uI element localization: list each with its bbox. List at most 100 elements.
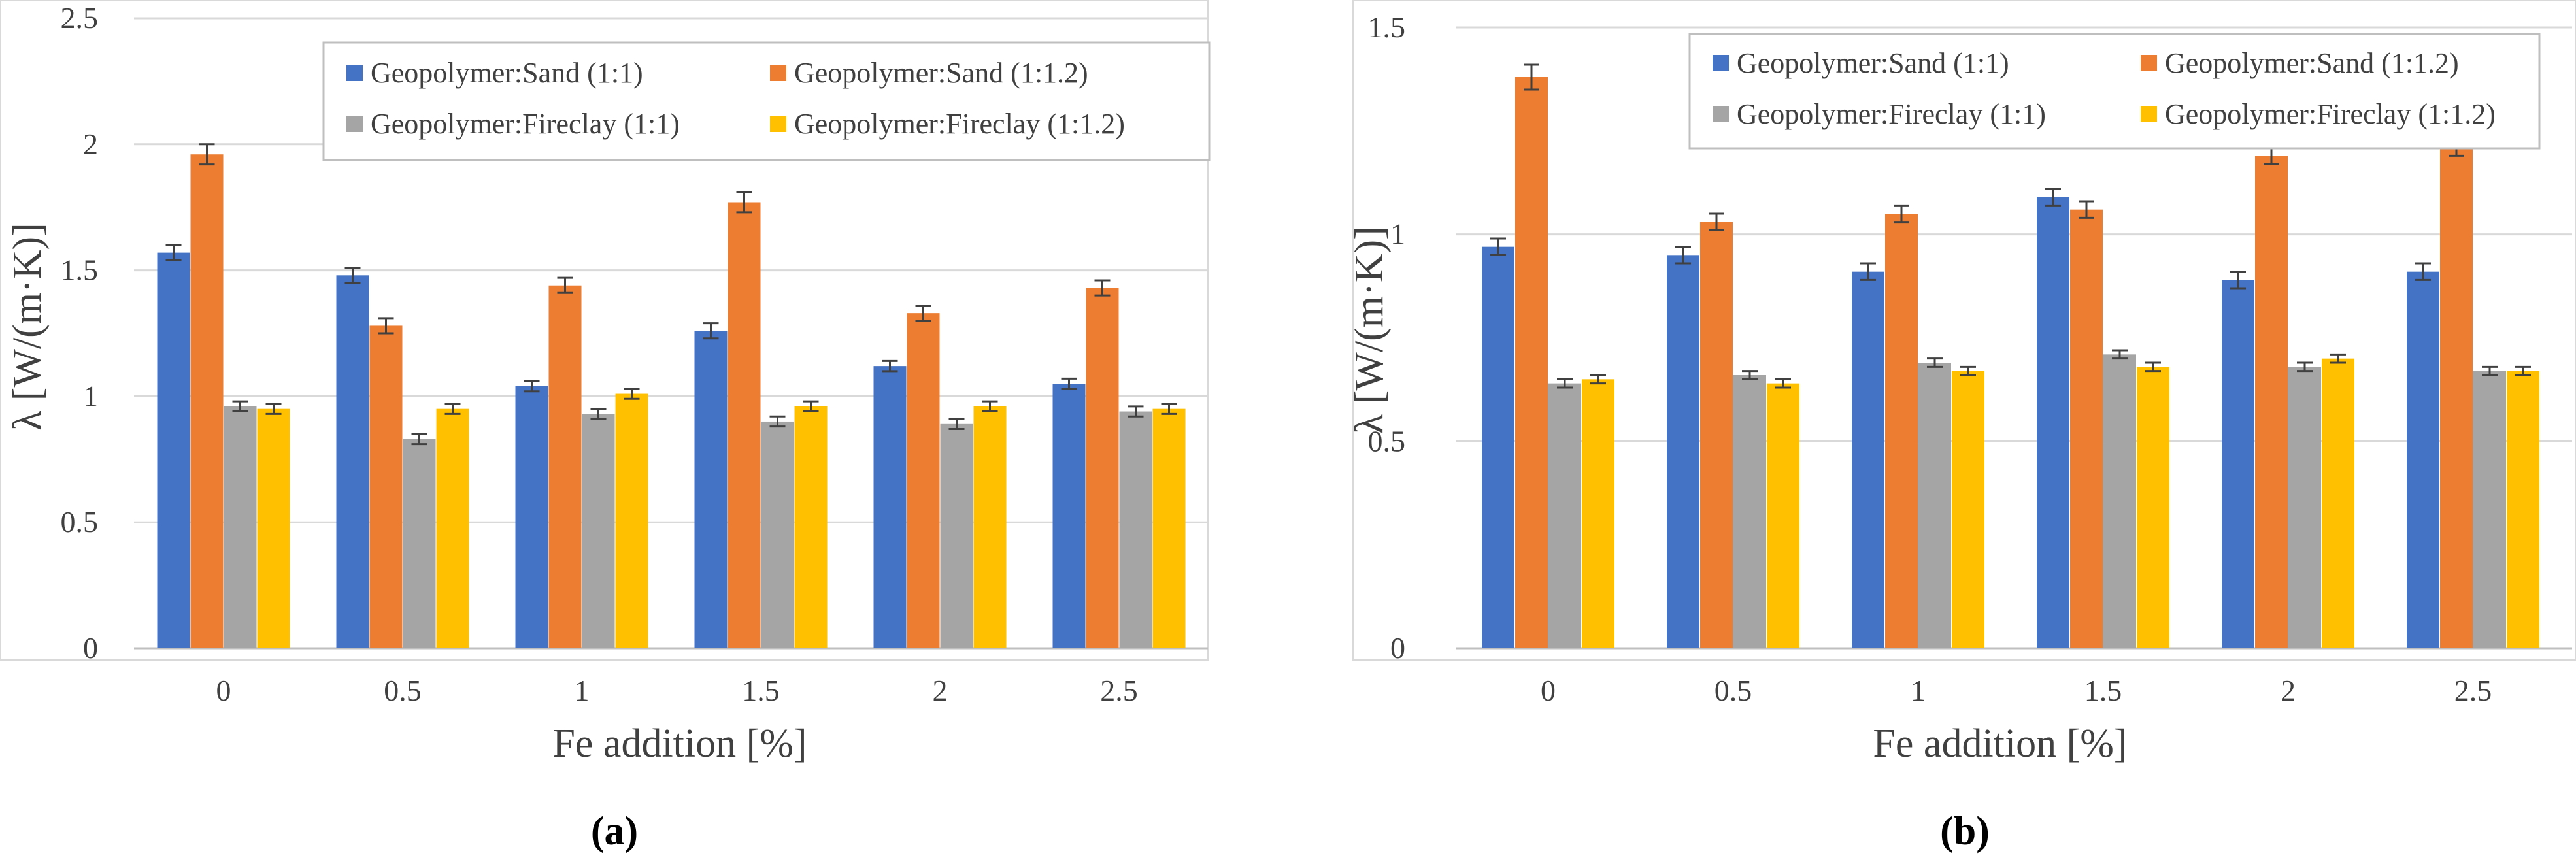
y-tick-label: 0 xyxy=(1390,631,1405,665)
y-tick-label: 2 xyxy=(83,127,98,161)
y-tick-label: 0.5 xyxy=(1368,424,1406,457)
legend-label-a-1: Geopolymer:Sand (1:1.2) xyxy=(794,57,1088,89)
y-tick-label: 1.5 xyxy=(61,254,99,287)
bar xyxy=(2222,280,2254,648)
x-tick-labels-b: 0 0.5 1 1.5 2 2.5 xyxy=(1541,674,2492,707)
legend-label-b-0: Geopolymer:Sand (1:1) xyxy=(1737,47,2009,79)
chart-panel-b: 0 0.5 1 1.5 0 0.5 1 1.5 2 2.5 λ [W/(m·K)] Fe add… xyxy=(1347,0,2576,854)
bar xyxy=(1852,271,1884,649)
bar xyxy=(1548,383,1581,648)
bar xyxy=(1918,363,1951,648)
error-bars-b xyxy=(1490,63,2531,389)
legend-a: Geopolymer:Sand (1:1) Geopolymer:Sand (1… xyxy=(322,41,1211,161)
x-tick-label: 2.5 xyxy=(1100,674,1138,707)
panel-label-b: (b) xyxy=(1940,809,1990,854)
panel-label-a: (a) xyxy=(591,809,638,854)
bars-b xyxy=(1482,77,2539,649)
bar xyxy=(2070,209,2103,649)
x-axis-label-a: Fe addition [%] xyxy=(552,721,807,766)
legend-label-a-0: Geopolymer:Sand (1:1) xyxy=(371,57,643,89)
legend-label-b-2: Geopolymer:Fireclay (1:1) xyxy=(1737,98,2046,130)
legend-swatch-a-0 xyxy=(346,65,363,81)
x-tick-label: 1.5 xyxy=(2084,674,2122,707)
bar xyxy=(1700,222,1733,649)
y-tick-labels-b: 0 0.5 1 1.5 xyxy=(1368,10,1406,665)
legend-swatch-b-1 xyxy=(2141,55,2157,71)
x-axis-label-b: Fe addition [%] xyxy=(1873,721,2127,766)
legend-label-b-3: Geopolymer:Fireclay (1:1.2) xyxy=(2165,98,2496,130)
y-tick-label: 1 xyxy=(83,379,98,412)
bar xyxy=(1052,384,1086,648)
x-tick-label: 2 xyxy=(2281,674,2296,707)
y-tick-label: 0 xyxy=(83,631,98,665)
x-tick-label: 0.5 xyxy=(1715,674,1752,707)
x-tick-label: 0 xyxy=(1541,674,1556,707)
bar xyxy=(257,408,290,648)
bar xyxy=(794,406,828,648)
legend-swatch-b-2 xyxy=(1713,106,1729,122)
bar xyxy=(1767,383,1799,648)
x-tick-label: 1 xyxy=(575,674,590,707)
bar xyxy=(1152,408,1186,648)
gridlines-b xyxy=(1456,26,2572,650)
bar xyxy=(728,202,761,648)
bar xyxy=(1885,214,1918,648)
y-axis-label-a: λ [W/(m·K)] xyxy=(5,223,50,431)
bar xyxy=(1733,375,1766,648)
x-tick-label: 0.5 xyxy=(384,674,422,707)
x-tick-labels-a: 0 0.5 1 1.5 2 2.5 xyxy=(216,674,1138,707)
y-tick-label: 2.5 xyxy=(61,1,99,35)
bar xyxy=(940,423,973,648)
legend-box-a xyxy=(322,41,1211,161)
bar xyxy=(1086,288,1119,648)
legend-swatch-a-2 xyxy=(346,116,363,132)
bar xyxy=(1582,379,1614,648)
error-bars-a xyxy=(165,143,1177,446)
bar xyxy=(1119,411,1152,648)
legend-swatch-b-0 xyxy=(1713,55,1729,71)
plot-frame-a xyxy=(0,0,1209,661)
legend-label-a-3: Geopolymer:Fireclay (1:1.2) xyxy=(794,108,1125,140)
y-tick-label: 1.5 xyxy=(1368,10,1406,44)
bar xyxy=(2407,271,2439,649)
x-tick-label: 1.5 xyxy=(742,674,780,707)
bar xyxy=(1667,255,1699,648)
bar xyxy=(2103,354,2136,648)
legend-swatch-a-1 xyxy=(770,65,786,81)
bar xyxy=(2037,197,2069,649)
bar xyxy=(2288,367,2321,648)
bar xyxy=(1515,77,1548,648)
bar xyxy=(224,406,257,648)
bar xyxy=(973,406,1007,648)
x-tick-label: 0 xyxy=(216,674,231,707)
y-tick-labels-a: 0 0.5 1 1.5 2 2.5 xyxy=(61,1,99,665)
bar xyxy=(336,275,369,648)
bars-a xyxy=(157,154,1186,649)
bar xyxy=(615,393,648,648)
bar xyxy=(2440,147,2473,648)
y-axis-label-b: λ [W/(m·K)] xyxy=(1347,226,1392,434)
bar xyxy=(873,366,907,648)
bar xyxy=(907,313,940,649)
bar xyxy=(369,325,403,648)
bar xyxy=(1952,371,1984,648)
bar xyxy=(190,154,224,648)
bar xyxy=(436,408,469,648)
y-tick-label: 0.5 xyxy=(61,505,99,539)
bar xyxy=(1482,246,1514,649)
y-tick-label: 1 xyxy=(1390,218,1405,251)
x-tick-label: 1 xyxy=(1911,674,1926,707)
bar xyxy=(403,439,436,648)
bar xyxy=(2255,156,2288,649)
bar xyxy=(548,285,582,649)
bar xyxy=(2473,371,2506,648)
bar xyxy=(515,386,548,648)
bar xyxy=(2137,367,2169,648)
legend-box-b xyxy=(1688,33,2541,150)
x-tick-label: 2 xyxy=(933,674,948,707)
chart-panel-a: 0 0.5 1 1.5 2 2.5 0 0.5 1 1.5 2 2.5 λ [W/(m·K)] Fe… xyxy=(0,0,1211,854)
legend-label-b-1: Geopolymer:Sand (1:1.2) xyxy=(2165,47,2459,79)
x-tick-label: 2.5 xyxy=(2454,674,2492,707)
legend-b: Geopolymer:Sand (1:1) Geopolymer:Sand (1… xyxy=(1688,33,2541,150)
